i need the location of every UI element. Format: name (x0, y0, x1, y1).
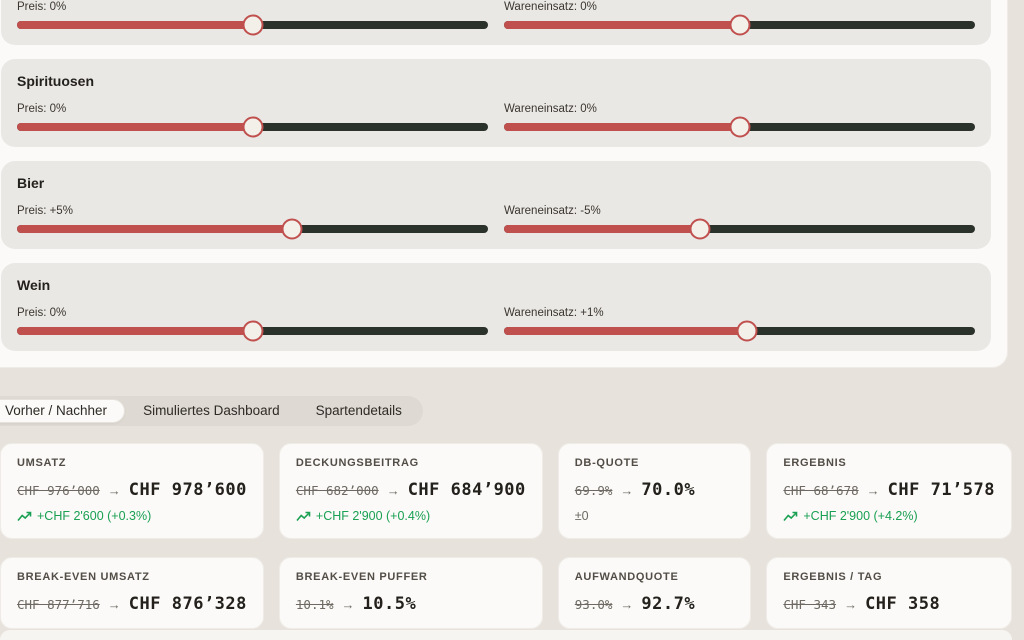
kpi-card-ergebnis-tag: ERGEBNIS / TAG CHF 343 → CHF 358 (766, 557, 1012, 629)
wareneinsatz-slider-label: Wareneinsatz: +1% (504, 307, 604, 319)
trending-up-icon (296, 511, 311, 522)
kpi-old-value: CHF 877’716 (17, 597, 100, 612)
next-section-top-edge (0, 630, 1012, 640)
kpi-old-value: CHF 343 (783, 597, 837, 612)
arrow-right-icon: → (107, 597, 121, 612)
kpi-card-break-even-puffer: BREAK-EVEN PUFFER 10.1% → 10.5% (278, 557, 543, 629)
slider-row: Preis: +5% Wareneinsatz: -5% (17, 204, 975, 240)
trending-up-icon (783, 511, 798, 522)
kpi-card-break-even-umsatz: BREAK-EVEN UMSATZ CHF 877’716 → CHF 876’… (0, 557, 264, 629)
slider-card-wein: Wein Preis: 0% Wareneinsatz: +1% (1, 263, 991, 351)
kpi-old-value: 10.1% (295, 597, 334, 612)
arrow-right-icon: → (844, 597, 858, 612)
kpi-label: DECKUNGSBEITRAG (295, 457, 419, 469)
arrow-right-icon: → (866, 483, 880, 498)
slider-card-spirituosen: Spirituosen Preis: 0% Wareneinsatz: 0% (1, 59, 991, 147)
kpi-old-value: 93.0% (574, 597, 613, 612)
slider-row: Preis: 0% Wareneinsatz: 0% (17, 0, 975, 36)
preis-slider-label: Preis: 0% (17, 1, 67, 13)
wareneinsatz-slider-label: Wareneinsatz: 0% (504, 1, 597, 13)
wareneinsatz-slider[interactable] (504, 320, 975, 342)
wareneinsatz-slider[interactable] (504, 116, 975, 138)
kpi-change-text: +CHF 2'600 (+0.3%) (37, 509, 152, 523)
slider-card-top-cut: Preis: 0% Wareneinsatz: 0% (1, 0, 991, 45)
kpi-new-value: 70.0% (641, 480, 696, 500)
arrow-right-icon: → (620, 597, 634, 612)
kpi-change-text: +CHF 2'900 (+4.2%) (803, 509, 918, 523)
preis-slider[interactable] (17, 14, 488, 36)
arrow-right-icon: → (107, 483, 121, 498)
slider-group-title: Wein (17, 277, 51, 293)
kpi-label: BREAK-EVEN UMSATZ (17, 571, 150, 583)
trending-up-icon (17, 511, 32, 522)
wareneinsatz-slider-label: Wareneinsatz: 0% (504, 103, 597, 115)
kpi-label: DB-QUOTE (574, 457, 640, 469)
tab-vorher-nachher[interactable]: Vorher / Nachher (0, 399, 126, 423)
kpi-new-value: 10.5% (362, 594, 417, 614)
slider-handle[interactable] (729, 14, 750, 36)
kpi-grid: UMSATZ CHF 976’000 → CHF 978’600 +CHF 2'… (0, 443, 1012, 629)
slider-panel: Preis: 0% Wareneinsatz: 0% Spirituosen P… (0, 0, 1008, 368)
kpi-old-value: CHF 682’000 (295, 483, 379, 498)
slider-handle[interactable] (689, 218, 711, 240)
preis-slider-label: Preis: 0% (17, 307, 67, 319)
kpi-card-umsatz: UMSATZ CHF 976’000 → CHF 978’600 +CHF 2'… (0, 443, 264, 539)
kpi-card-aufwandquote: AUFWANDQUOTE 93.0% → 92.7% (557, 557, 752, 629)
arrow-right-icon: → (620, 483, 634, 498)
kpi-change-text: +CHF 2'900 (+0.4%) (315, 509, 431, 523)
arrow-right-icon: → (341, 597, 355, 612)
slider-handle[interactable] (242, 320, 263, 342)
kpi-label: ERGEBNIS (783, 457, 847, 469)
slider-handle[interactable] (242, 116, 263, 138)
slider-row: Preis: 0% Wareneinsatz: +1% (17, 306, 975, 342)
kpi-new-value: 92.7% (641, 594, 696, 614)
slider-group-title: Bier (17, 175, 45, 191)
wareneinsatz-slider[interactable] (504, 218, 975, 240)
preis-slider-label: Preis: +5% (17, 205, 73, 217)
slider-card-bier: Bier Preis: +5% Wareneinsatz: -5% (1, 161, 991, 249)
kpi-new-value: CHF 684’900 (407, 480, 526, 500)
kpi-card-deckungsbeitrag: DECKUNGSBEITRAG CHF 682’000 → CHF 684’90… (278, 443, 543, 539)
arrow-right-icon: → (386, 483, 400, 498)
tabs-row: Vorher / Nachher Simuliertes Dashboard S… (0, 396, 1024, 426)
kpi-old-value: 69.9% (574, 483, 613, 498)
slider-row: Preis: 0% Wareneinsatz: 0% (17, 102, 975, 138)
tab-bar: Vorher / Nachher Simuliertes Dashboard S… (0, 396, 423, 426)
kpi-old-value: CHF 976’000 (17, 483, 100, 498)
preis-slider[interactable] (17, 116, 488, 138)
kpi-card-ergebnis: ERGEBNIS CHF 68’678 → CHF 71’578 +CHF 2'… (766, 443, 1012, 539)
kpi-new-value: CHF 876’328 (128, 594, 247, 614)
kpi-new-value: CHF 71’578 (887, 480, 995, 500)
preis-slider[interactable] (17, 218, 488, 240)
kpi-label: ERGEBNIS / TAG (783, 571, 883, 583)
kpi-card-db-quote: DB-QUOTE 69.9% → 70.0% ±0 (557, 443, 752, 539)
kpi-new-value: CHF 978’600 (128, 480, 247, 500)
tab-simuliertes-dashboard[interactable]: Simuliertes Dashboard (143, 403, 280, 418)
kpi-label: AUFWANDQUOTE (574, 571, 679, 583)
tab-spartendetails[interactable]: Spartendetails (315, 403, 402, 418)
kpi-new-value: CHF 358 (865, 594, 941, 614)
slider-handle[interactable] (736, 320, 758, 342)
kpi-old-value: CHF 68’678 (783, 483, 859, 498)
kpi-label: BREAK-EVEN PUFFER (295, 571, 428, 583)
kpi-label: UMSATZ (17, 457, 67, 469)
slider-handle[interactable] (729, 116, 750, 138)
slider-handle[interactable] (281, 218, 303, 240)
slider-group-title: Spirituosen (17, 73, 95, 89)
wareneinsatz-slider[interactable] (504, 14, 975, 36)
wareneinsatz-slider-label: Wareneinsatz: -5% (504, 205, 601, 217)
preis-slider-label: Preis: 0% (17, 103, 67, 115)
slider-handle[interactable] (242, 14, 263, 36)
kpi-change-text: ±0 (574, 509, 589, 523)
preis-slider[interactable] (17, 320, 488, 342)
